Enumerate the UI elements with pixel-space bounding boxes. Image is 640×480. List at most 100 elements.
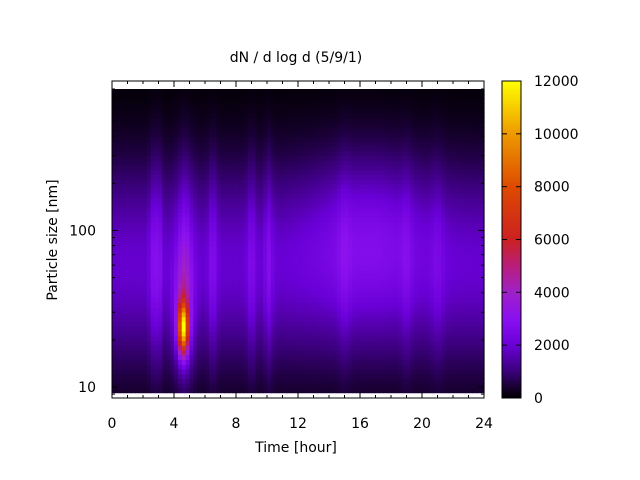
heatmap-cell: [425, 259, 431, 266]
heatmap-cell: [301, 368, 307, 375]
heatmap-cell: [228, 283, 233, 289]
heatmap-cell: [224, 311, 229, 318]
heatmap-cell: [232, 250, 237, 256]
heatmap-cell: [131, 207, 136, 213]
heatmap-cell: [189, 330, 194, 337]
heatmap-cell: [232, 207, 237, 213]
heatmap-cell: [220, 316, 225, 323]
heatmap-cell: [317, 212, 322, 218]
heatmap-cell: [336, 255, 342, 261]
heatmap-cell: [321, 226, 326, 232]
heatmap-cell: [150, 278, 156, 285]
heatmap-cell: [402, 383, 408, 389]
heatmap-cell: [255, 188, 260, 194]
heatmap-cell: [166, 364, 171, 370]
heatmap-cell: [449, 359, 454, 365]
heatmap-cell: [236, 326, 241, 332]
heatmap-cell: [379, 179, 384, 185]
heatmap-cell: [290, 193, 295, 199]
heatmap-cell: [398, 335, 404, 342]
heatmap-cell: [220, 264, 225, 270]
heatmap-cell: [185, 293, 191, 299]
heatmap-cell: [410, 226, 415, 232]
heatmap-cell: [193, 364, 198, 370]
heatmap-cell: [115, 226, 121, 232]
heatmap-cell: [162, 321, 167, 327]
heatmap-cell: [181, 259, 187, 266]
heatmap-cell: [162, 245, 167, 251]
heatmap-cell: [313, 250, 318, 256]
heatmap-cell: [294, 307, 299, 313]
heatmap-cell: [433, 145, 439, 152]
heatmap-cell: [313, 169, 318, 175]
heatmap-cell: [336, 226, 342, 232]
heatmap-cell: [243, 259, 249, 266]
heatmap-cell: [464, 269, 470, 275]
heatmap-cell: [414, 259, 419, 266]
heatmap-cell: [119, 231, 125, 237]
heatmap-cell: [112, 255, 117, 261]
heatmap-cell: [181, 202, 187, 209]
heatmap-cell: [119, 307, 125, 313]
heatmap-cell: [150, 217, 156, 223]
heatmap-cell: [224, 330, 229, 337]
heatmap-cell: [181, 169, 187, 175]
heatmap-cell: [216, 217, 222, 223]
heatmap-cell: [437, 231, 442, 237]
heatmap-cell: [220, 188, 225, 194]
heatmap-cell: [332, 236, 338, 242]
heatmap-cell: [356, 250, 361, 256]
heatmap-cell: [112, 326, 117, 332]
heatmap-cell: [123, 145, 129, 152]
heatmap-cell: [212, 359, 218, 365]
heatmap-cell: [112, 212, 117, 218]
heatmap-cell: [418, 231, 423, 237]
heatmap-cell: [185, 311, 191, 318]
heatmap-cell: [185, 297, 191, 304]
heatmap-cell: [313, 198, 318, 204]
heatmap-cell: [208, 255, 214, 261]
heatmap-cell: [274, 231, 280, 237]
heatmap-cell: [232, 155, 237, 161]
heatmap-cell: [449, 340, 454, 346]
heatmap-cell: [305, 193, 311, 199]
heatmap-cell: [402, 288, 408, 294]
heatmap-cell: [239, 155, 245, 161]
heatmap-cell: [251, 326, 256, 332]
heatmap-cell: [425, 264, 431, 270]
heatmap-cell: [259, 169, 264, 175]
heatmap-cell: [329, 179, 334, 185]
heatmap-cell: [394, 311, 400, 318]
heatmap-cell: [282, 179, 287, 185]
heatmap-cell: [189, 259, 194, 266]
heatmap-cell: [166, 250, 171, 256]
heatmap-cell: [468, 217, 473, 223]
heatmap-cell: [189, 349, 194, 356]
heatmap-cell: [298, 326, 303, 332]
heatmap-cell: [406, 302, 411, 308]
heatmap-cell: [332, 250, 338, 256]
heatmap-cell: [228, 278, 233, 285]
heatmap-cell: [282, 183, 287, 190]
heatmap-cell: [367, 378, 373, 384]
heatmap-cell: [278, 250, 284, 256]
heatmap-cell: [150, 387, 156, 394]
heatmap-cell: [398, 217, 404, 223]
heatmap-cell: [263, 193, 268, 199]
heatmap-cell: [286, 335, 291, 342]
heatmap-cell: [174, 221, 179, 228]
heatmap-cell: [391, 340, 396, 346]
heatmap-cell: [282, 373, 287, 379]
heatmap-cell: [236, 302, 241, 308]
heatmap-cell: [216, 383, 222, 389]
heatmap-cell: [410, 335, 415, 342]
heatmap-cell: [267, 188, 272, 194]
heatmap-cell: [367, 373, 373, 379]
heatmap-cell: [220, 250, 225, 256]
heatmap-cell: [410, 255, 415, 261]
heatmap-cell: [336, 198, 342, 204]
heatmap-cell: [329, 278, 334, 285]
heatmap-cell: [193, 278, 198, 285]
heatmap-cell: [383, 274, 388, 280]
heatmap-cell: [177, 217, 183, 223]
